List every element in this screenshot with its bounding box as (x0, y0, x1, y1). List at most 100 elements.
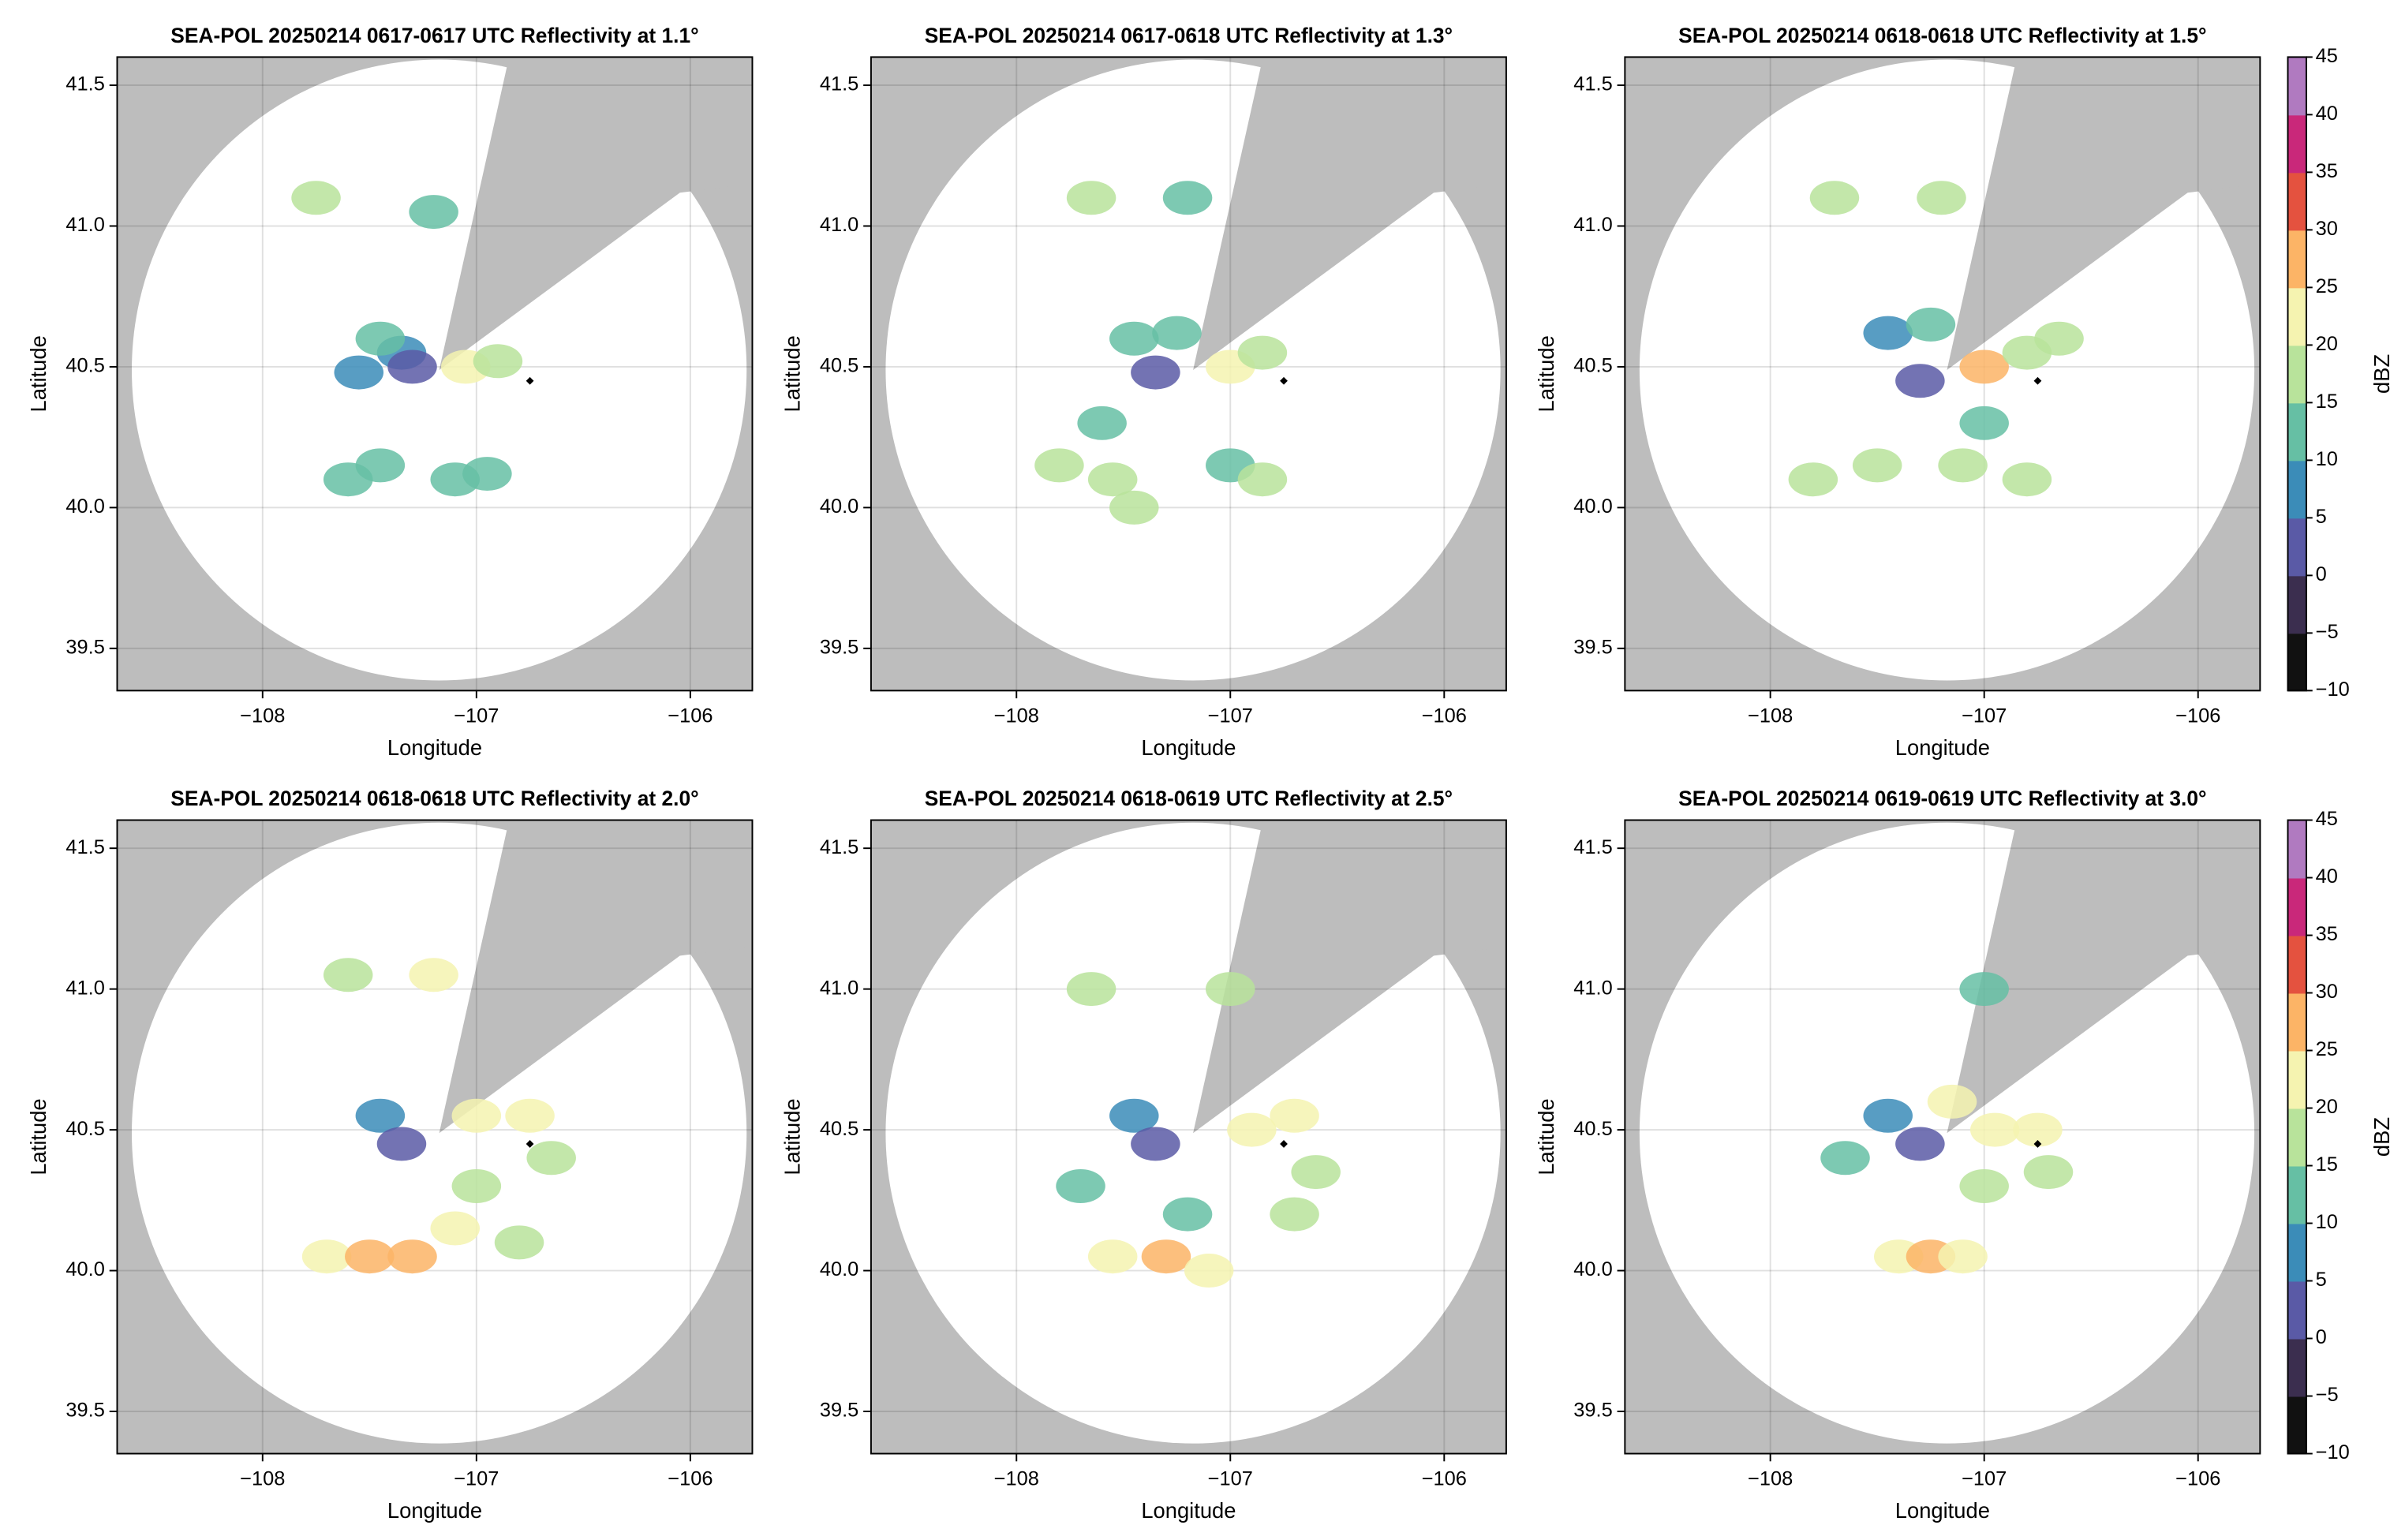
echo (1917, 181, 1966, 215)
plot-area (1625, 57, 2261, 691)
y-tick-label: 40.5 (820, 1118, 858, 1140)
y-tick-label: 40.0 (820, 495, 858, 518)
site-marker (2033, 376, 2042, 385)
y-tick-label: 40.5 (1573, 1118, 1612, 1140)
x-tick-label: −107 (1208, 705, 1253, 727)
y-tick-label: 39.5 (1573, 1400, 1612, 1422)
x-tick-label: −107 (1208, 1467, 1253, 1490)
colorbar-band (2287, 1108, 2306, 1167)
x-axis-label: Longitude (387, 1498, 482, 1523)
colorbar-frame (2287, 819, 2307, 1455)
blocked-sector (1947, 820, 2261, 1134)
echo (1852, 448, 1902, 483)
echo (1938, 448, 1988, 483)
site-marker (2033, 1140, 2042, 1148)
echo (291, 181, 341, 215)
frame (116, 819, 754, 1455)
colorbar-tick-label: 5 (2316, 1269, 2327, 1291)
plot-area (1625, 820, 2261, 1454)
echo (387, 1239, 437, 1274)
x-tick-label: −108 (240, 1467, 285, 1490)
blocked-sector (1193, 820, 1506, 1134)
echo (451, 1098, 502, 1133)
colorbar-tick-label: 10 (2316, 448, 2338, 470)
colorbar-label: dBZ (2369, 354, 2394, 394)
echo (1184, 1254, 1234, 1288)
plot-area (870, 57, 1506, 691)
x-tick-label: −107 (454, 1467, 499, 1490)
y-tick-label: 39.5 (820, 1400, 858, 1422)
colorbar-tick-label: 0 (2316, 1326, 2327, 1348)
echo (1788, 462, 1838, 497)
colorbar-tick-label: 30 (2316, 218, 2338, 240)
colorbar-band (2287, 820, 2306, 879)
echo (409, 958, 458, 992)
frame (1624, 56, 2261, 692)
chart-title: SEA-POL 20250214 0617-0617 UTC Reflectiv… (170, 24, 698, 47)
y-tick-label: 39.5 (820, 637, 858, 659)
echo (494, 1225, 544, 1260)
x-axis-label: Longitude (387, 735, 482, 760)
echo (2013, 1112, 2063, 1147)
colorbar-band (2287, 633, 2306, 692)
panel: −108 −107 −106 39.5 40.0 40.5 41.0 41.5 SEA-POL … (26, 24, 754, 760)
echo (1227, 1112, 1277, 1147)
frame (116, 56, 754, 692)
echo (1237, 335, 1288, 370)
colorbar-tick-label: 15 (2316, 391, 2338, 413)
colorbar-band (2287, 114, 2306, 174)
echo (301, 1239, 352, 1274)
colorbar-tick-label: 15 (2316, 1153, 2338, 1176)
colorbar-band (2287, 992, 2306, 1052)
panel: −108 −107 −106 39.5 40.0 40.5 41.0 41.5 SEA-POL … (26, 787, 754, 1523)
y-axis-label: Latitude (1534, 335, 1558, 412)
y-tick-label: 41.5 (1573, 73, 1612, 95)
echo (1959, 972, 2009, 1007)
echo (1906, 307, 1956, 342)
plot-area (117, 820, 753, 1454)
y-tick-label: 40.0 (820, 1258, 858, 1280)
y-tick-label: 40.5 (1573, 355, 1612, 377)
y-tick-label: 40.0 (1573, 495, 1612, 518)
x-tick-label: −106 (2175, 1467, 2220, 1490)
echo (1820, 1141, 1870, 1176)
colorbar-tick-label: 5 (2316, 506, 2327, 528)
panel: −108 −107 −106 39.5 40.0 40.5 41.0 41.5 SEA-POL … (1534, 24, 2394, 760)
x-tick-label: −108 (994, 705, 1039, 727)
colorbar-tick-label: 30 (2316, 981, 2338, 1003)
chart-title: SEA-POL 20250214 0617-0618 UTC Reflectiv… (925, 24, 1453, 47)
y-tick-label: 41.5 (1573, 836, 1612, 858)
blocked-sector (439, 57, 753, 371)
y-tick-label: 41.0 (820, 977, 858, 999)
y-axis-label: Latitude (780, 1098, 804, 1175)
y-tick-label: 41.5 (65, 836, 104, 858)
y-tick-label: 41.5 (65, 73, 104, 95)
echo (1109, 1098, 1159, 1133)
panel: −108 −107 −106 39.5 40.0 40.5 41.0 41.5 SEA-POL … (780, 24, 1507, 760)
echo (1938, 1239, 1988, 1274)
echo (2034, 321, 2084, 356)
echo (1066, 972, 1116, 1007)
echo (355, 448, 406, 483)
chart-title: SEA-POL 20250214 0619-0619 UTC Reflectiv… (1678, 787, 2206, 810)
x-axis-label: Longitude (1895, 1498, 1990, 1523)
colorbar-tick-label: −10 (2316, 1441, 2350, 1463)
blocked-sector (439, 820, 753, 1134)
colorbar-band (2287, 1165, 2306, 1224)
blocked-sector (1193, 57, 1506, 371)
x-tick-label: −108 (994, 1467, 1039, 1490)
frame (870, 56, 1507, 692)
x-tick-label: −106 (668, 705, 713, 727)
colorbar-band (2287, 402, 2306, 462)
echo (1959, 406, 2009, 440)
colorbar-tick-label: 20 (2316, 1096, 2338, 1118)
echo (1895, 364, 1945, 398)
echo (451, 1168, 502, 1203)
y-tick-label: 40.0 (65, 495, 104, 518)
echo (526, 1141, 576, 1176)
echo (1959, 349, 2009, 384)
y-axis-label: Latitude (26, 1098, 50, 1175)
y-tick-label: 40.5 (65, 355, 104, 377)
x-tick-label: −106 (1422, 705, 1467, 727)
